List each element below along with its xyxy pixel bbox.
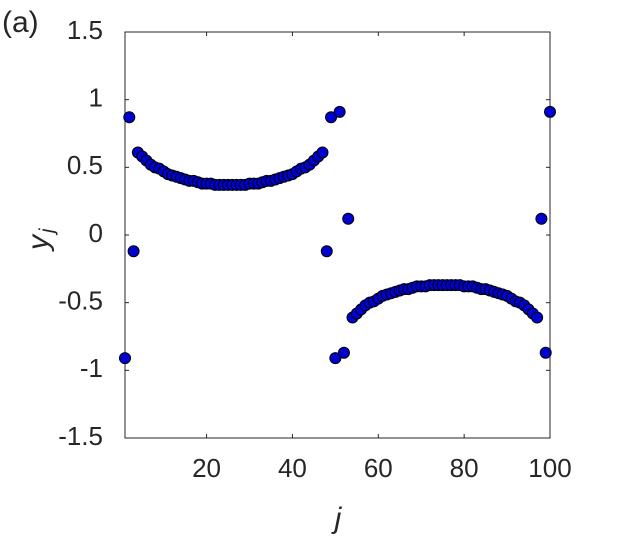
point bbox=[119, 352, 131, 365]
y-tick-label: -0.5 bbox=[58, 286, 103, 316]
x-axis-label: j bbox=[331, 502, 343, 535]
point bbox=[320, 245, 333, 258]
axes-box bbox=[124, 31, 551, 439]
x-tick-label: 60 bbox=[364, 453, 393, 483]
panel-label: (a) bbox=[2, 6, 39, 39]
point bbox=[329, 352, 342, 365]
point bbox=[127, 245, 140, 258]
point bbox=[123, 111, 136, 124]
x-tick-label: 80 bbox=[450, 453, 479, 483]
point bbox=[531, 311, 544, 324]
point bbox=[325, 111, 338, 124]
y-tick-label: -1 bbox=[80, 353, 103, 383]
point bbox=[333, 105, 346, 118]
point bbox=[539, 346, 552, 359]
x-tick-label: 100 bbox=[528, 453, 571, 483]
point bbox=[342, 212, 355, 225]
point bbox=[337, 346, 350, 359]
y-axis-label-subscript: j bbox=[36, 228, 58, 236]
y-tick-label: -1.5 bbox=[58, 421, 103, 451]
x-tick-label: 20 bbox=[192, 453, 221, 483]
y-tick-label: 0 bbox=[89, 218, 103, 248]
point bbox=[544, 105, 556, 118]
x-tick-label: 40 bbox=[278, 453, 307, 483]
point bbox=[316, 146, 329, 159]
y-tick-label: 0.5 bbox=[67, 150, 103, 180]
y-axis-label: y bbox=[22, 233, 55, 252]
y-tick-label: 1.5 bbox=[67, 15, 103, 45]
y-axis-label-group: y j bbox=[22, 228, 58, 252]
y-tick-label: 1 bbox=[89, 83, 103, 113]
point bbox=[535, 212, 548, 225]
